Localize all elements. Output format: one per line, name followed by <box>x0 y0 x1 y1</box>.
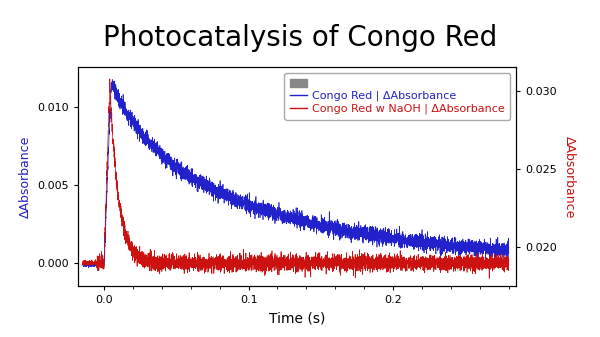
Text: Photocatalysis of Congo Red: Photocatalysis of Congo Red <box>103 24 497 52</box>
Legend: , Congo Red | ΔAbsorbance, Congo Red w NaOH | ΔAbsorbance: , Congo Red | ΔAbsorbance, Congo Red w N… <box>284 73 511 120</box>
X-axis label: Time (s): Time (s) <box>269 311 325 325</box>
Y-axis label: ΔAbsorbance: ΔAbsorbance <box>563 136 576 218</box>
Y-axis label: ΔAbsorbance: ΔAbsorbance <box>19 136 32 218</box>
